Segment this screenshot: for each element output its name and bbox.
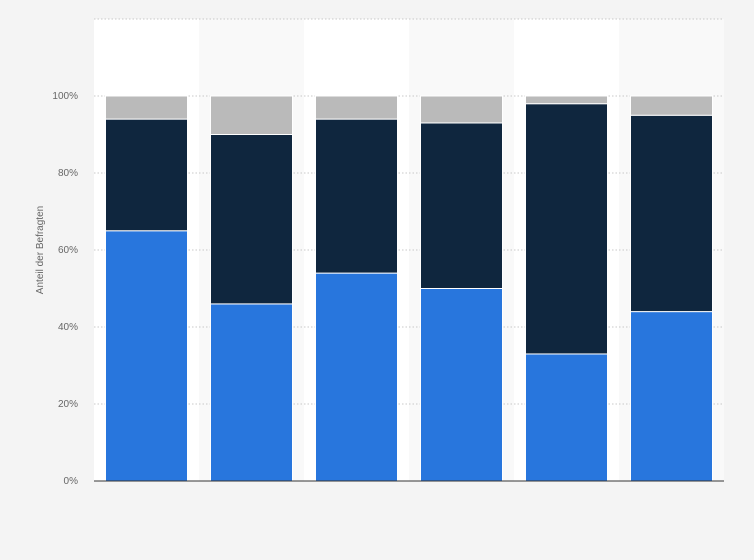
bar-segment	[210, 95, 293, 135]
bar-segment	[315, 118, 398, 274]
bar-segment	[420, 122, 503, 289]
y-tick-label: 80%	[58, 168, 78, 179]
bar-segment	[525, 353, 608, 482]
bar-segment	[315, 272, 398, 482]
bar-segment	[105, 118, 188, 232]
y-tick-label: 0%	[64, 476, 79, 487]
bar-segment	[525, 95, 608, 105]
bar-segment	[630, 95, 713, 116]
bar-segment	[210, 134, 293, 305]
bars	[105, 95, 713, 482]
y-tick-labels: 0% 20% 40% 60% 80% 100%	[52, 91, 78, 487]
bar-segment	[315, 95, 398, 120]
y-tick-label: 20%	[58, 399, 78, 410]
bar-segment	[420, 288, 503, 482]
bar-segment	[630, 114, 713, 313]
grid-lines	[94, 18, 724, 405]
y-tick-label: 60%	[58, 245, 78, 256]
bar-segment	[210, 303, 293, 482]
bar-segment	[105, 95, 188, 120]
bar-segment	[630, 311, 713, 482]
y-tick-label: 40%	[58, 322, 78, 333]
y-tick-label: 100%	[52, 91, 78, 102]
bar-segment	[525, 103, 608, 355]
bar-segment	[105, 230, 188, 482]
y-axis-title: Anteil der Befragten	[35, 206, 46, 294]
bar-segment	[420, 95, 503, 124]
